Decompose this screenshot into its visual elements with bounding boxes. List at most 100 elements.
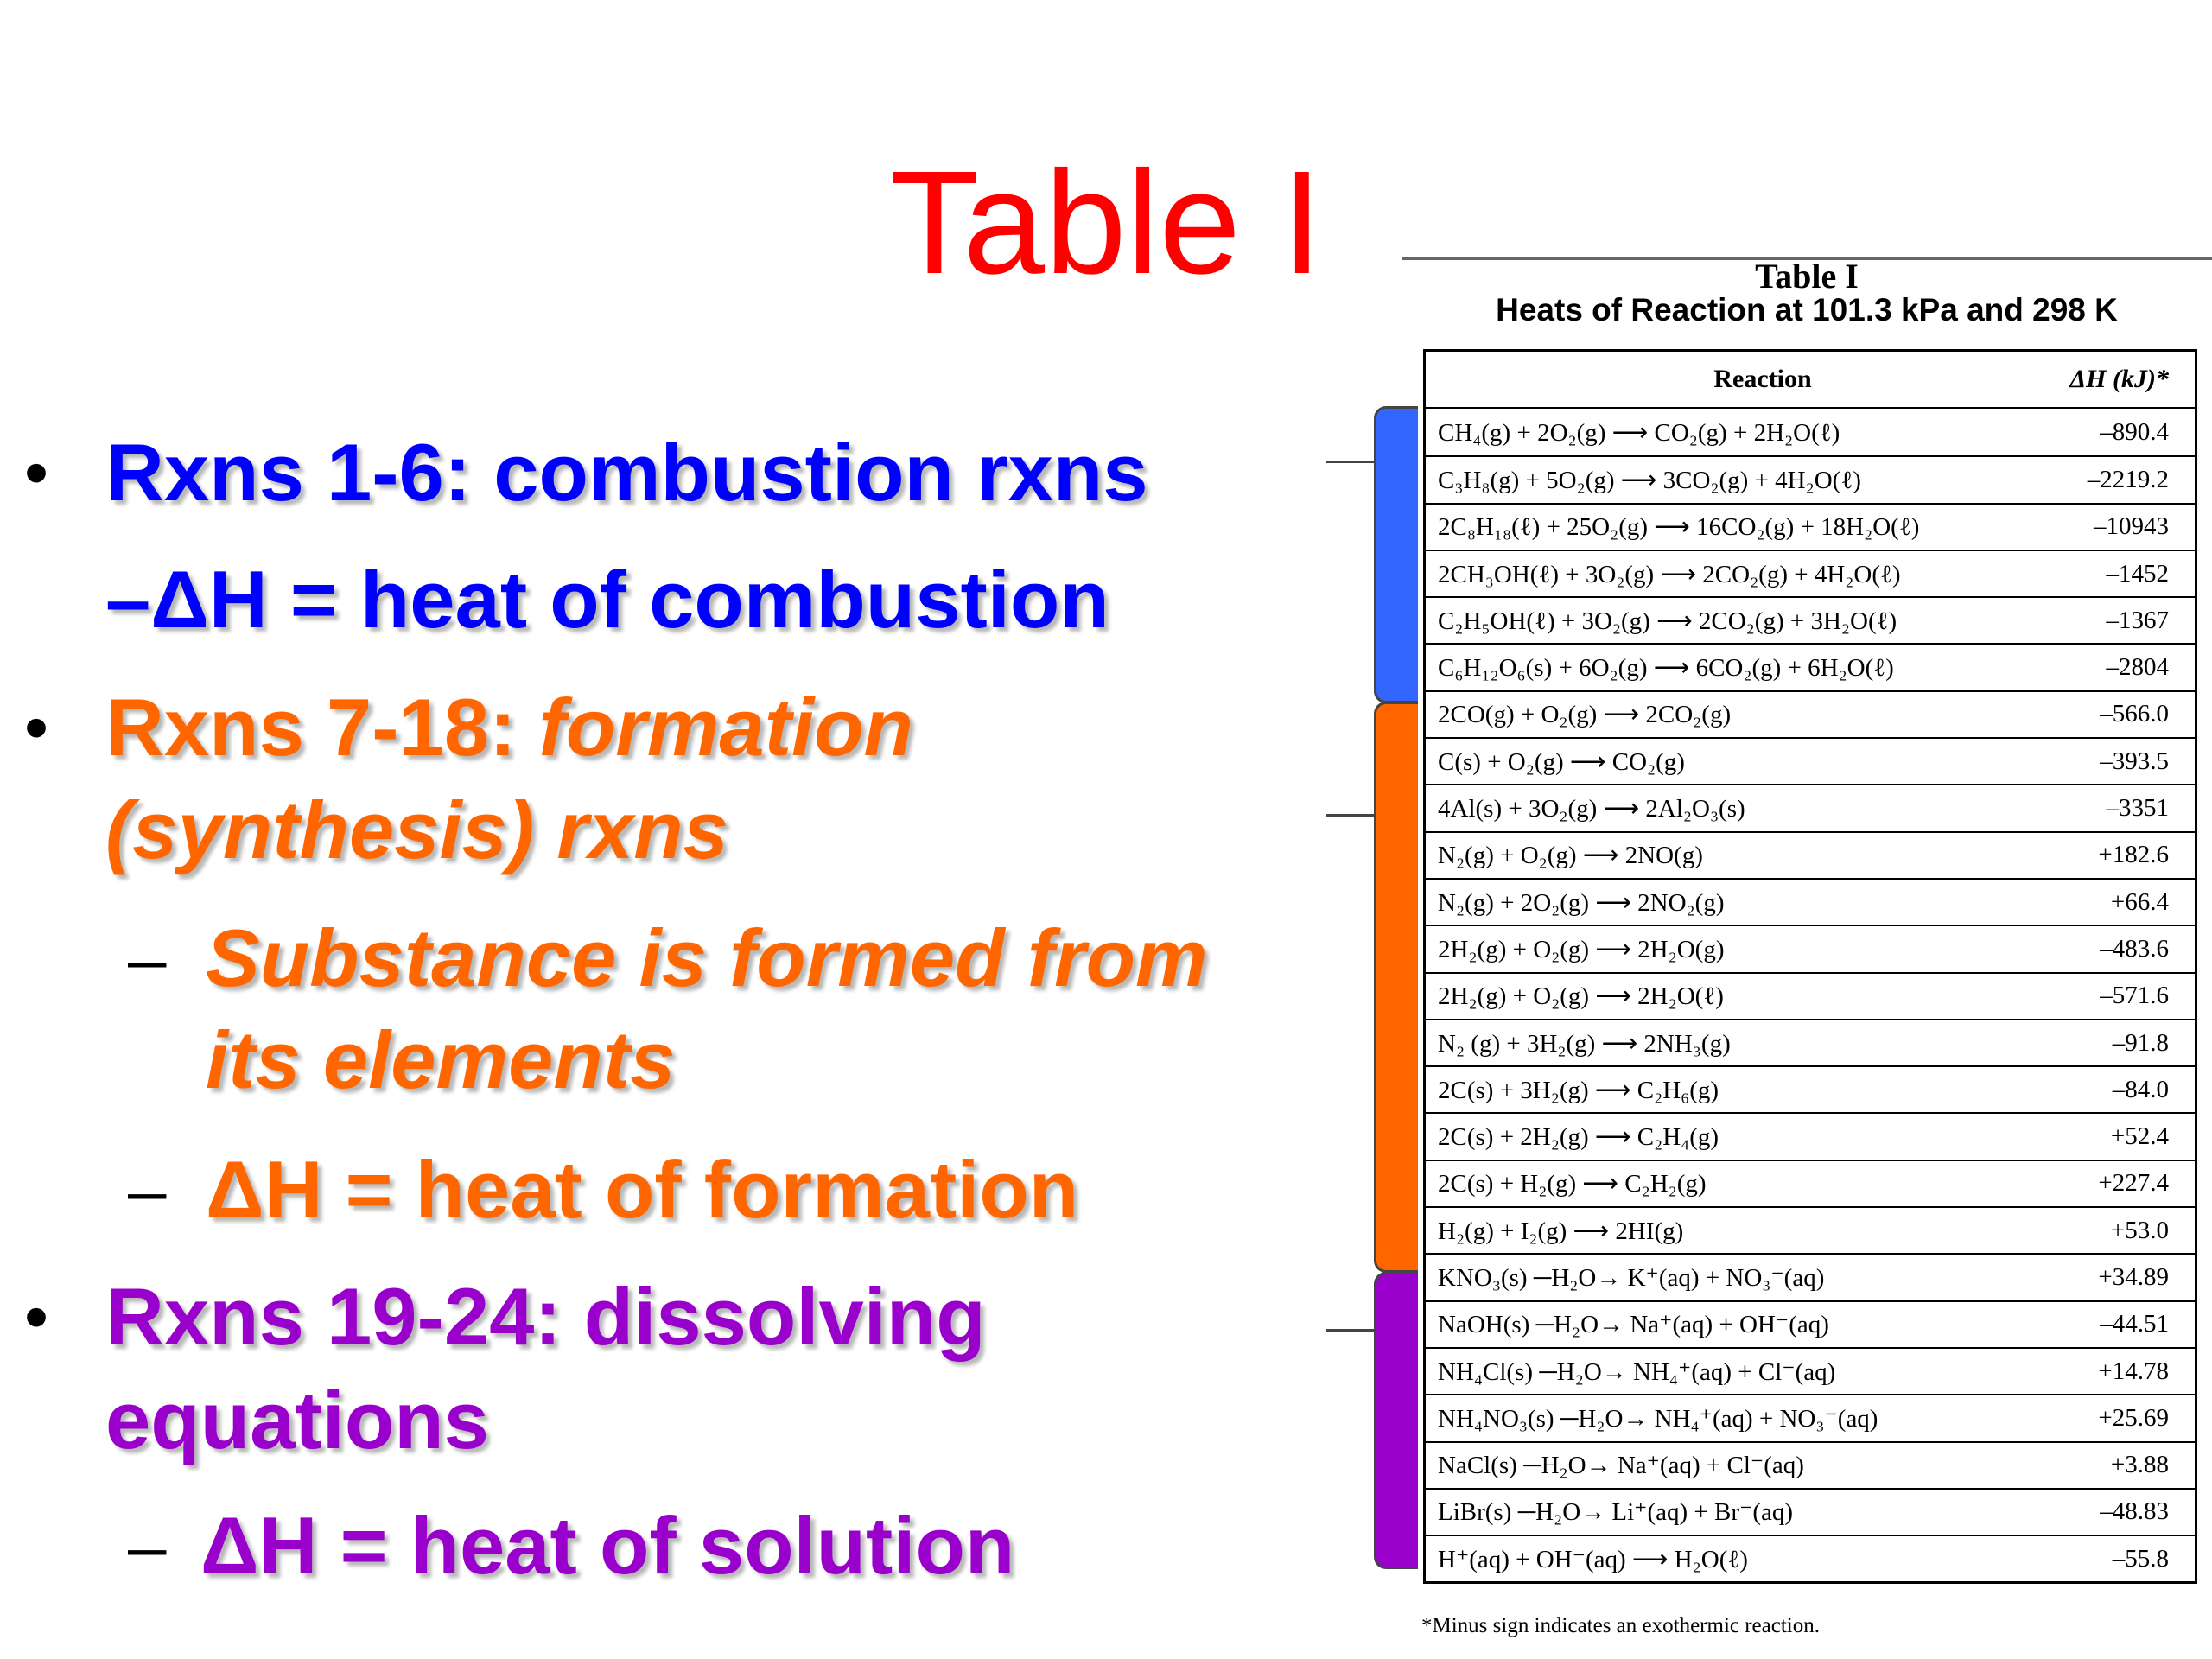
reaction-cell: CH₄(g) + 2O₂(g) ⟶ CO₂(g) + 2H₂O(ℓ) [1438, 418, 1840, 447]
delta-h-cell: –55.8 [2112, 1544, 2169, 1573]
bullet-dot-1: • [24, 434, 49, 511]
table-row: NaCl(s) ─H₂O→ Na⁺(aq) + Cl⁻(aq) +3.88 [1426, 1440, 2195, 1488]
reaction-cell: C₃H₈(g) + 5O₂(g) ⟶ 3CO₂(g) + 4H₂O(ℓ) [1438, 466, 1861, 494]
reaction-cell: NH₄NO₃(s) ─H₂O→ NH₄⁺(aq) + NO₃⁻(aq) [1438, 1404, 1878, 1433]
bullet-equations: equations [105, 1375, 489, 1465]
table-row: N₂(g) + 2O₂(g) ⟶ 2NO₂(g) +66.4 [1426, 877, 2195, 925]
reaction-cell: N₂(g) + 2O₂(g) ⟶ 2NO₂(g) [1438, 888, 1725, 917]
bullet-dissolving: Rxns 19-24: dissolving [105, 1271, 986, 1362]
table-row: NH₄Cl(s) ─H₂O→ NH₄⁺(aq) + Cl⁻(aq) +14.78 [1426, 1346, 2195, 1394]
reaction-cell: C₂H₅OH(ℓ) + 3O₂(g) ⟶ 2CO₂(g) + 3H₂O(ℓ) [1438, 607, 1897, 635]
delta-h-cell: +3.88 [2110, 1451, 2169, 1479]
bullet-formation: Rxns 7-18: formation [105, 677, 913, 779]
table-header: Reaction ΔH (kJ)* [1426, 352, 2195, 409]
table-row: 2H₂(g) + O₂(g) ⟶ 2H₂O(ℓ) –571.6 [1426, 971, 2195, 1019]
reaction-cell: N₂(g) + O₂(g) ⟶ 2NO(g) [1438, 842, 1703, 870]
table-row: C₃H₈(g) + 5O₂(g) ⟶ 3CO₂(g) + 4H₂O(ℓ) –221… [1426, 455, 2195, 502]
reaction-cell: 2CO(g) + O₂(g) ⟶ 2CO₂(g) [1438, 701, 1732, 729]
delta-h-cell: +25.69 [2098, 1403, 2169, 1432]
dash-3: – [128, 1508, 167, 1585]
delta-h-cell: –2219.2 [2087, 465, 2169, 493]
table-row: 2C₈H₁₈(ℓ) + 25O₂(g) ⟶ 16CO₂(g) + 18H₂O(ℓ… [1426, 502, 2195, 550]
table-row: N₂ (g) + 3H₂(g) ⟶ 2NH₃(g) –91.8 [1426, 1018, 2195, 1065]
reaction-cell: NaCl(s) ─H₂O→ Na⁺(aq) + Cl⁻(aq) [1438, 1452, 1804, 1480]
table-row: N₂(g) + O₂(g) ⟶ 2NO(g) +182.6 [1426, 830, 2195, 878]
delta-h-cell: –48.83 [2100, 1497, 2169, 1526]
delta-h-cell: –3351 [2106, 794, 2170, 823]
table-row: 2CO(g) + O₂(g) ⟶ 2CO₂(g) –566.0 [1426, 690, 2195, 737]
reaction-cell: NH₄Cl(s) ─H₂O→ NH₄⁺(aq) + Cl⁻(aq) [1438, 1357, 1836, 1386]
delta-h-cell: –10943 [2094, 512, 2169, 541]
table-row: NH₄NO₃(s) ─H₂O→ NH₄⁺(aq) + NO₃⁻(aq) +25.6… [1426, 1394, 2195, 1440]
brace-dissolving [1374, 1272, 1418, 1569]
reaction-cell: C₆H₁₂O₆(s) + 6O₂(g) ⟶ 6CO₂(g) + 6H₂O(ℓ) [1438, 654, 1894, 683]
sub-heat-of-formation: ΔH = heat of formation [206, 1144, 1079, 1235]
sub-formed-from-line1: Substance is formed from [206, 912, 1208, 1003]
table-top-rule [1402, 257, 2212, 260]
delta-h-cell: +66.4 [2110, 887, 2169, 916]
table-row: KNO₃(s) ─H₂O→ K⁺(aq) + NO₃⁻(aq) +34.89 [1426, 1253, 2195, 1300]
reaction-cell: 4Al(s) + 3O₂(g) ⟶ 2Al₂O₃(s) [1438, 795, 1745, 823]
heats-of-reaction-table: Reaction ΔH (kJ)* CH₄(g) + 2O₂(g) ⟶ CO₂(… [1423, 349, 2197, 1585]
reaction-cell: H₂(g) + I₂(g) ⟶ 2HI(g) [1438, 1217, 1684, 1245]
table-row: C₆H₁₂O₆(s) + 6O₂(g) ⟶ 6CO₂(g) + 6H₂O(ℓ) –… [1426, 643, 2195, 690]
dash-2: – [128, 1152, 167, 1229]
reaction-cell: 2C(s) + H₂(g) ⟶ C₂H₂(g) [1438, 1170, 1707, 1198]
delta-h-cell: +34.89 [2098, 1262, 2169, 1291]
sub-formed-from-line2: its elements [206, 1014, 676, 1105]
brace-formation [1374, 702, 1418, 1273]
delta-h-cell: +14.78 [2098, 1357, 2169, 1385]
header-delta-h: ΔH (kJ)* [2069, 365, 2169, 393]
table-row: 2C(s) + 2H₂(g) ⟶ C₂H₄(g) +52.4 [1426, 1112, 2195, 1159]
delta-h-cell: –566.0 [2100, 700, 2169, 728]
reaction-cell: 2C(s) + 2H₂(g) ⟶ C₂H₄(g) [1438, 1123, 1719, 1152]
table-row: LiBr(s) ─H₂O→ Li⁺(aq) + Br⁻(aq) –48.83 [1426, 1487, 2195, 1535]
delta-h-cell: –44.51 [2100, 1310, 2169, 1338]
reaction-cell: 2C₈H₁₈(ℓ) + 25O₂(g) ⟶ 16CO₂(g) + 18H₂O(ℓ… [1438, 513, 1920, 542]
brace-formation-pointer [1326, 814, 1376, 817]
table-footnote: *Minus sign indicates an exothermic reac… [1421, 1614, 1820, 1637]
brace-combustion [1374, 406, 1418, 703]
delta-h-cell: +52.4 [2110, 1122, 2169, 1151]
reaction-cell: C(s) + O₂(g) ⟶ CO₂(g) [1438, 747, 1685, 776]
reaction-cell: 2CH₃OH(ℓ) + 3O₂(g) ⟶ 2CO₂(g) + 4H₂O(ℓ) [1438, 560, 1901, 588]
table-row: NaOH(s) ─H₂O→ Na⁺(aq) + OH⁻(aq) –44.51 [1426, 1300, 2195, 1347]
delta-h-cell: +227.4 [2098, 1169, 2169, 1198]
bullet-dot-2: • [24, 689, 49, 766]
table-row: 2CH₃OH(ℓ) + 3O₂(g) ⟶ 2CO₂(g) + 4H₂O(ℓ) –1… [1426, 549, 2195, 596]
table-row: H⁺(aq) + OH⁻(aq) ⟶ H₂O(ℓ) –55.8 [1426, 1535, 2195, 1581]
bullet-combustion: Rxns 1-6: combustion rxns [105, 427, 1148, 518]
delta-h-cell: –2804 [2106, 653, 2170, 682]
bullet-formation-label: Rxns 7-18: [105, 682, 539, 772]
bullet-synthesis: (synthesis) rxns [105, 785, 728, 875]
table-row: H₂(g) + I₂(g) ⟶ 2HI(g) +53.0 [1426, 1206, 2195, 1253]
reaction-cell: 2H₂(g) + O₂(g) ⟶ 2H₂O(ℓ) [1438, 982, 1724, 1011]
reaction-cell: H⁺(aq) + OH⁻(aq) ⟶ H₂O(ℓ) [1438, 1545, 1748, 1573]
dash-1: – [128, 920, 167, 997]
brace-dissolving-pointer [1326, 1329, 1376, 1332]
reaction-cell: NaOH(s) ─H₂O→ Na⁺(aq) + OH⁻(aq) [1438, 1311, 1829, 1339]
reaction-cell: LiBr(s) ─H₂O→ Li⁺(aq) + Br⁻(aq) [1438, 1498, 1794, 1527]
bullet-heat-of-combustion: –ΔH = heat of combustion [105, 554, 1109, 645]
delta-h-cell: –890.4 [2100, 417, 2169, 446]
bullet-formation-italic: formation [538, 682, 913, 772]
reaction-cell: KNO₃(s) ─H₂O→ K⁺(aq) + NO₃⁻(aq) [1438, 1263, 1825, 1292]
delta-h-cell: –1452 [2106, 559, 2170, 588]
table-row: C(s) + O₂(g) ⟶ CO₂(g) –393.5 [1426, 737, 2195, 784]
table-caption: Table I [1755, 257, 1859, 296]
delta-h-cell: –571.6 [2100, 982, 2169, 1010]
delta-h-cell: –91.8 [2112, 1028, 2169, 1057]
slide-title: Table I [889, 141, 1323, 305]
reaction-cell: 2H₂(g) + O₂(g) ⟶ 2H₂O(g) [1438, 935, 1725, 963]
header-reaction: Reaction [1713, 365, 1812, 393]
table-subcaption: Heats of Reaction at 101.3 kPa and 298 K [1496, 292, 2118, 327]
sub-heat-of-solution: ΔH = heat of solution [200, 1500, 1015, 1591]
delta-h-cell: +182.6 [2098, 841, 2169, 869]
bullet-dot-3: • [24, 1278, 49, 1355]
reaction-cell: 2C(s) + 3H₂(g) ⟶ C₂H₆(g) [1438, 1076, 1719, 1104]
table-row: C₂H₅OH(ℓ) + 3O₂(g) ⟶ 2CO₂(g) + 3H₂O(ℓ) –1… [1426, 596, 2195, 643]
table-row: 2C(s) + 3H₂(g) ⟶ C₂H₆(g) –84.0 [1426, 1065, 2195, 1112]
brace-combustion-pointer [1326, 461, 1376, 463]
delta-h-cell: –1367 [2106, 606, 2170, 634]
table-row: CH₄(g) + 2O₂(g) ⟶ CO₂(g) + 2H₂O(ℓ) –890.4 [1426, 409, 2195, 455]
